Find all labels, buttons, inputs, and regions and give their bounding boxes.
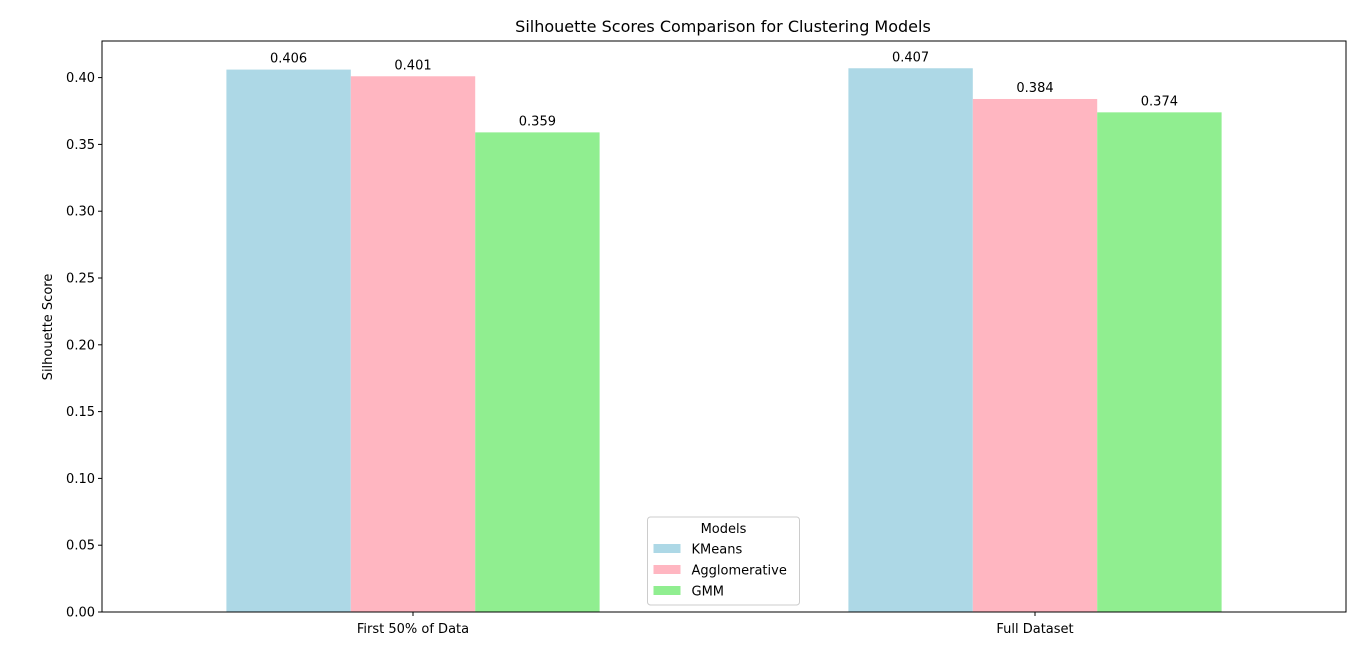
chart-title: Silhouette Scores Comparison for Cluster… [515, 17, 931, 36]
data-label-kmeans-0: 0.406 [270, 52, 307, 67]
legend-swatch-agglomerative [653, 565, 681, 574]
y-tick-label: 0.30 [66, 205, 95, 220]
y-tick-label: 0.20 [66, 338, 95, 353]
y-tick-label: 0.25 [66, 272, 95, 287]
bar-kmeans-1 [848, 68, 973, 613]
legend-swatch-kmeans [653, 544, 681, 553]
data-label-kmeans-1: 0.407 [892, 50, 929, 65]
bar-agglomerative-0 [350, 76, 476, 612]
y-tick-label: 0.00 [66, 606, 95, 621]
legend-box [647, 516, 800, 606]
legend-title: Models [701, 522, 747, 537]
bar-kmeans-0 [226, 69, 351, 612]
legend-label-kmeans: KMeans [692, 543, 743, 558]
data-label-agglomerative-0: 0.401 [394, 58, 431, 73]
y-tick-label: 0.15 [66, 405, 95, 420]
x-tick-label: Full Dataset [996, 622, 1073, 637]
y-axis-label: Silhouette Score [41, 274, 56, 381]
legend: Models KMeans Agglomerative GMM [647, 516, 800, 606]
data-label-agglomerative-1: 0.384 [1016, 81, 1053, 96]
legend-label-gmm: GMM [692, 585, 725, 600]
y-tick-label: 0.05 [66, 539, 95, 554]
plot-area: 0.406 0.407 0.401 0.384 0.359 0.374 0.00 0.05 0.… [66, 40, 1347, 637]
bar-agglomerative-1 [972, 98, 1098, 612]
data-label-gmm-0: 0.359 [519, 114, 556, 129]
x-tick-label: First 50% of Data [357, 622, 469, 637]
data-label-gmm-1: 0.374 [1141, 94, 1178, 109]
bar-gmm-1 [1097, 112, 1222, 612]
bar-gmm-0 [475, 132, 600, 612]
legend-label-agglomerative: Agglomerative [692, 564, 787, 579]
axes-frame [101, 40, 1347, 613]
y-tick-label: 0.10 [66, 472, 95, 487]
legend-swatch-gmm [653, 586, 681, 595]
y-tick-label: 0.40 [66, 71, 95, 86]
y-tick-label: 0.35 [66, 138, 95, 153]
